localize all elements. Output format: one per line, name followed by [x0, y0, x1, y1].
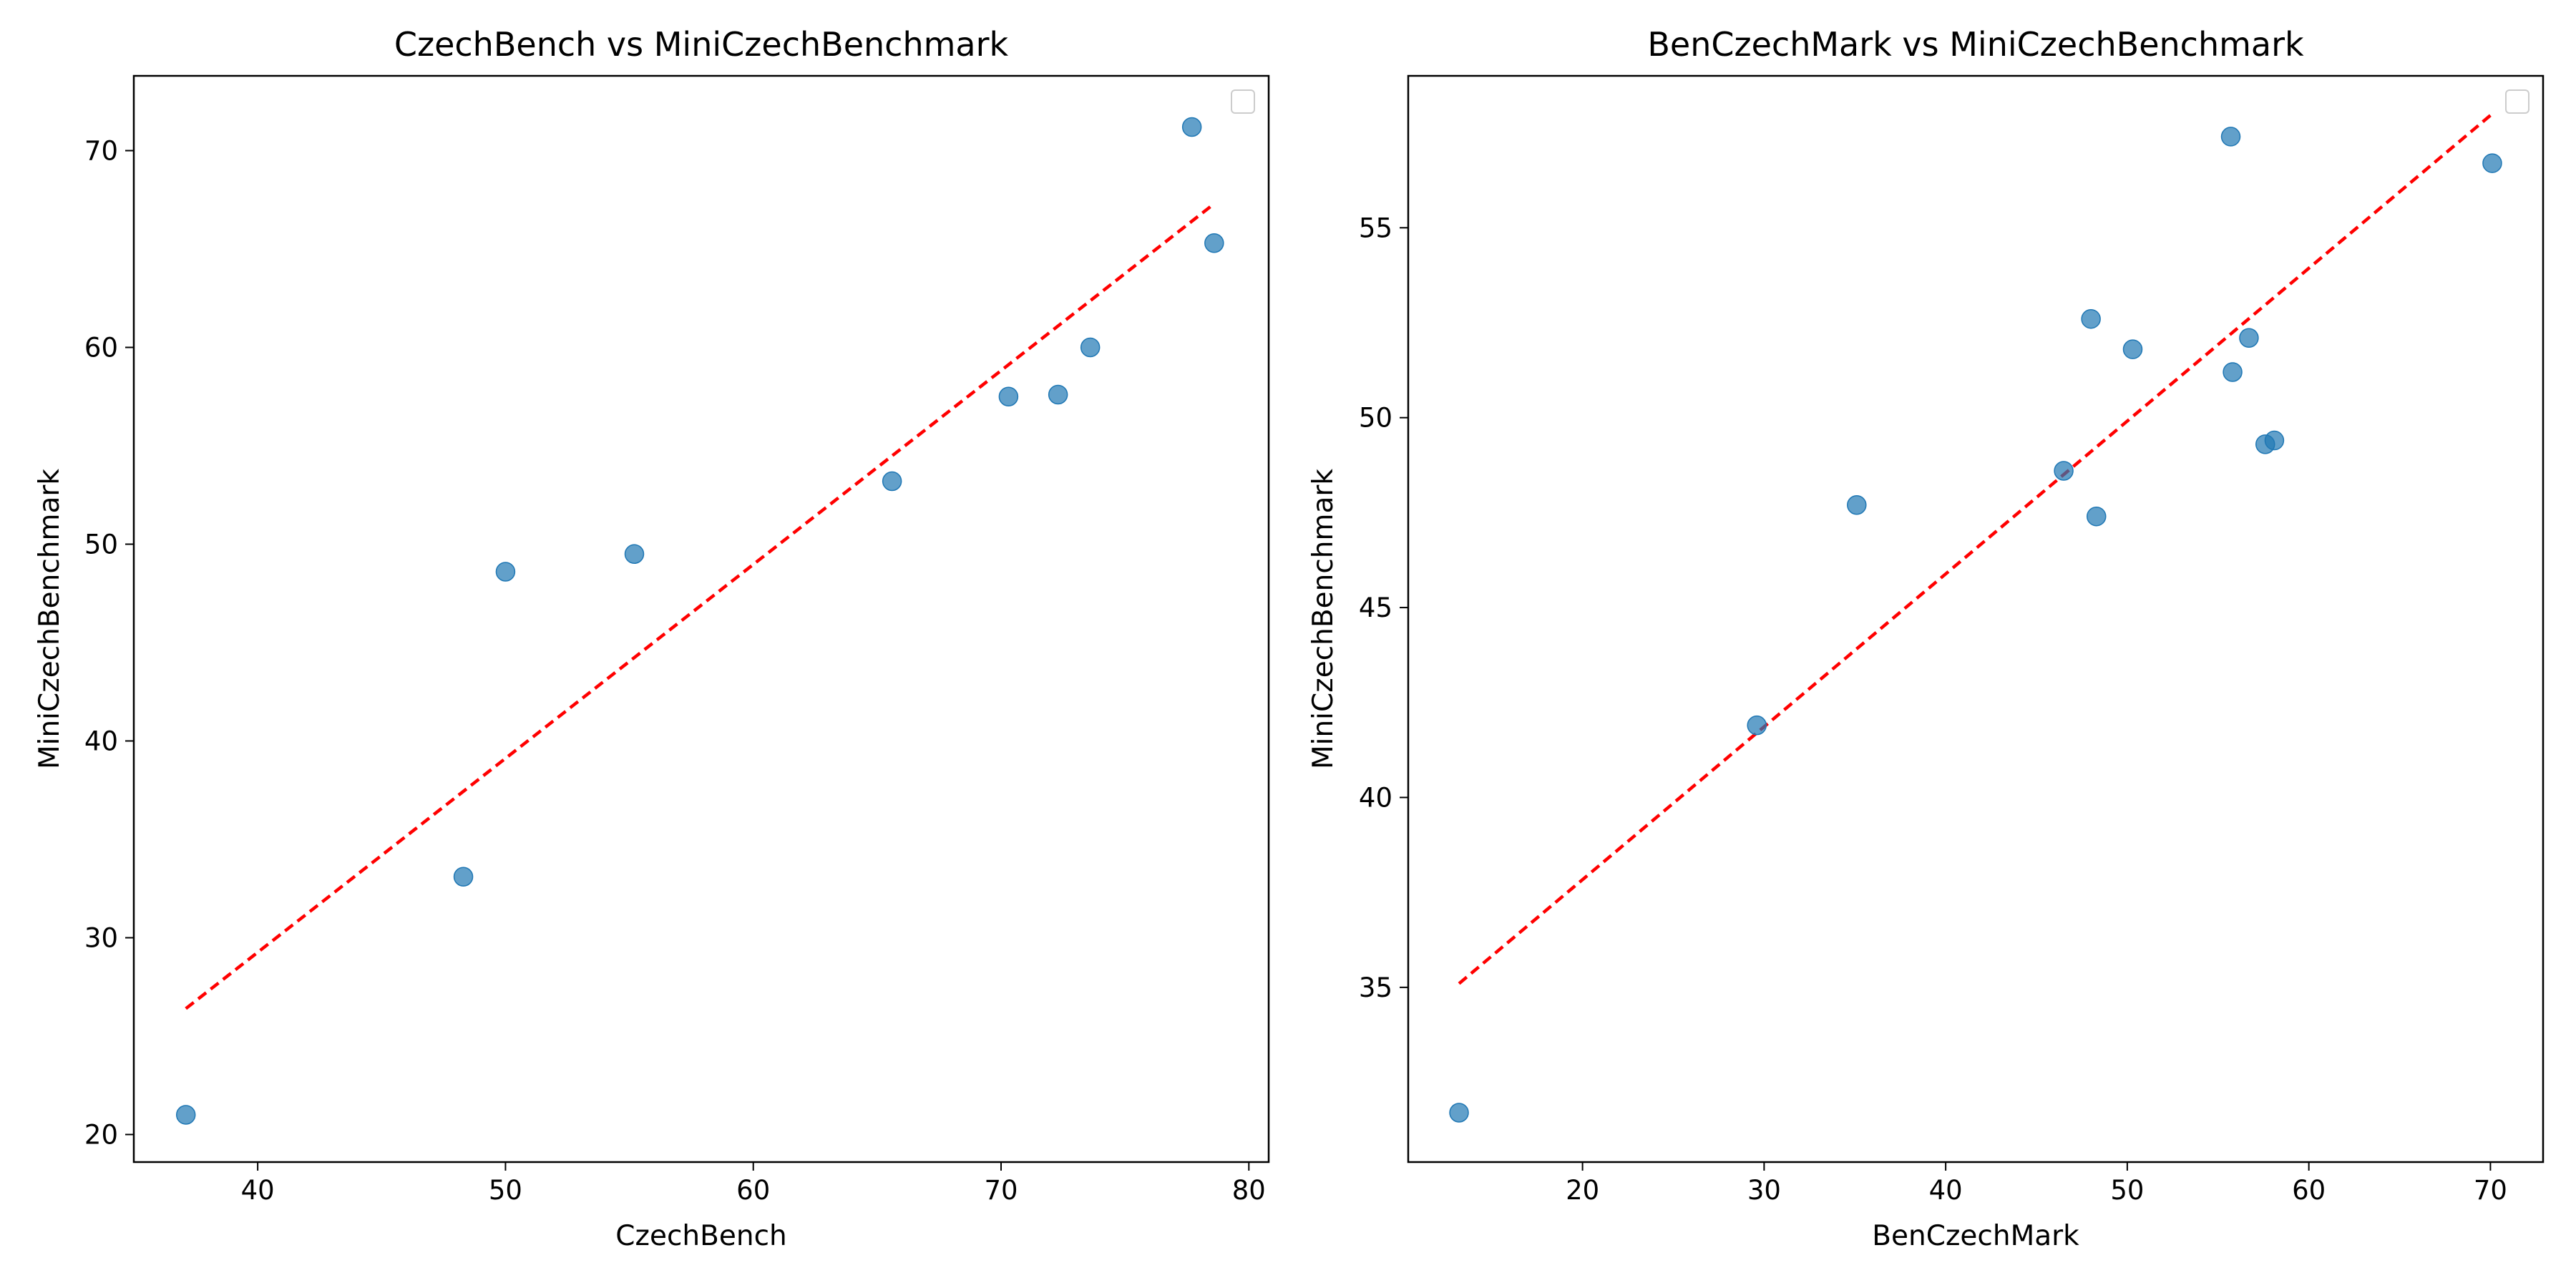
data-point: [2081, 308, 2101, 329]
y-tick-label: 50: [84, 530, 118, 560]
data-point: [1847, 495, 1867, 515]
plot-frame: [1407, 74, 2545, 1163]
points-layer: [175, 117, 1224, 1125]
data-point: [2482, 153, 2502, 173]
x-tick-label: 30: [1747, 1175, 1781, 1206]
x-tick-label: 20: [1566, 1175, 1599, 1206]
data-point: [1181, 117, 1202, 137]
data-point: [453, 867, 474, 887]
x-axis-label: CzechBench: [615, 1220, 786, 1252]
y-tick-label: 45: [1359, 592, 1392, 623]
data-point: [2087, 506, 2107, 527]
data-point: [2220, 127, 2241, 147]
chart-title: BenCzechMark vs MiniCzechBenchmark: [1647, 25, 2304, 64]
y-tick-label: 55: [1359, 213, 1392, 243]
data-point: [1080, 337, 1101, 358]
x-axis-ticks: 40 50 60 70 80: [241, 1162, 1266, 1206]
data-point: [175, 1105, 196, 1125]
y-tick-label: 50: [1359, 403, 1392, 434]
x-tick-label: 60: [2292, 1175, 2326, 1206]
data-point: [998, 386, 1019, 406]
trendline: [185, 202, 1216, 1010]
y-axis-ticks: 20 30 40 50 60 70: [84, 136, 134, 1151]
scatter-panel-benczechmark: BenCzechMark vs MiniCzechBenchmark 20 30 4…: [1307, 25, 2545, 1252]
trendline-layer: [1458, 112, 2494, 985]
x-tick-label: 50: [489, 1175, 522, 1206]
data-point: [1204, 233, 1224, 253]
plot-frame: [132, 74, 1270, 1163]
x-tick-label: 40: [241, 1175, 275, 1206]
y-tick-label: 60: [84, 333, 118, 364]
x-tick-label: 70: [984, 1175, 1018, 1206]
x-tick-label: 80: [1232, 1175, 1266, 1206]
y-tick-label: 40: [1359, 782, 1392, 813]
data-point: [2223, 362, 2243, 382]
y-axis-label: MiniCzechBenchmark: [34, 469, 66, 769]
data-point: [882, 471, 902, 492]
trendline-layer: [185, 202, 1216, 1010]
y-tick-label: 20: [84, 1120, 118, 1151]
y-tick-label: 70: [84, 136, 118, 167]
y-axis-ticks: 35 40 45 50 55: [1359, 213, 1408, 1003]
legend-box: [2505, 89, 2529, 114]
y-axis-label: MiniCzechBenchmark: [1307, 469, 1340, 769]
data-point: [2239, 328, 2259, 348]
y-tick-label: 35: [1359, 972, 1392, 1003]
data-point: [2122, 339, 2143, 359]
x-tick-label: 40: [1929, 1175, 1963, 1206]
x-tick-label: 50: [2110, 1175, 2144, 1206]
data-point: [1048, 384, 1068, 405]
scatter-panel-czechbench: CzechBench vs MiniCzechBenchmark 40 50 60 7…: [34, 25, 1270, 1252]
data-point: [1449, 1103, 1469, 1123]
y-tick-label: 40: [84, 726, 118, 757]
x-axis-label: BenCzechMark: [1872, 1220, 2079, 1252]
points-layer: [1449, 127, 2502, 1123]
x-tick-label: 60: [736, 1175, 770, 1206]
x-axis-ticks: 20 30 40 50 60 70: [1566, 1162, 2507, 1206]
trendline: [1458, 112, 2494, 985]
data-point: [2264, 430, 2285, 451]
chart-title: CzechBench vs MiniCzechBenchmark: [394, 25, 1009, 64]
legend-box: [1231, 89, 1255, 114]
data-point: [1747, 715, 1767, 736]
x-tick-label: 70: [2474, 1175, 2507, 1206]
data-point: [495, 562, 516, 582]
data-point: [624, 544, 645, 564]
data-point: [2054, 461, 2074, 481]
y-tick-label: 30: [84, 923, 118, 954]
